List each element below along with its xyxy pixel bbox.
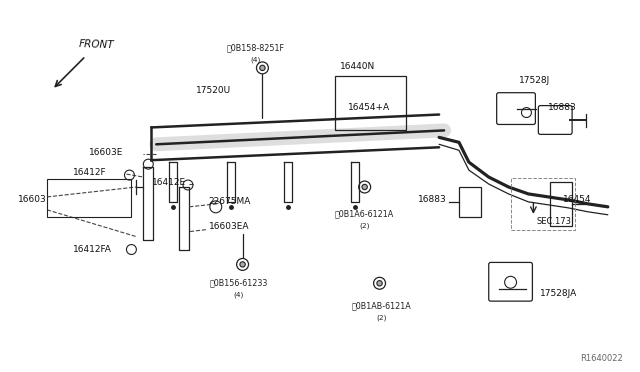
Text: 17528J: 17528J [518,76,550,85]
Text: 16603EA: 16603EA [209,222,250,231]
FancyBboxPatch shape [497,93,536,125]
Text: 16454: 16454 [563,195,591,204]
Text: SEC.173: SEC.173 [536,217,572,226]
Circle shape [240,262,245,267]
Bar [335,76,406,131]
Circle shape [362,184,367,190]
Bar [47,179,131,217]
Text: (4): (4) [250,57,260,63]
Text: 16603E: 16603E [89,148,124,157]
Text: 16454+A: 16454+A [348,103,390,112]
Text: Ⓑ0B156-61233: Ⓑ0B156-61233 [209,279,268,288]
Text: 16440N: 16440N [340,62,375,71]
Text: Ⓑ0B158-8251F: Ⓑ0B158-8251F [227,44,285,52]
Text: 17528JA: 17528JA [540,289,577,298]
Text: FRONT: FRONT [79,39,115,50]
Text: 16603: 16603 [19,195,47,204]
Text: 16883: 16883 [419,195,447,204]
Text: 22675MA: 22675MA [209,198,252,206]
Text: (2): (2) [376,315,387,321]
Bar [550,182,572,226]
Text: 16412FA: 16412FA [73,245,111,254]
FancyBboxPatch shape [489,262,532,301]
Text: (2): (2) [360,222,370,229]
Circle shape [260,65,265,71]
Circle shape [377,280,382,286]
Text: R1640022: R1640022 [580,354,623,363]
Text: Ⓑ0B1AB-6121A: Ⓑ0B1AB-6121A [351,302,412,311]
Text: (4): (4) [234,292,244,298]
Text: Ⓑ0B1A6-6121A: Ⓑ0B1A6-6121A [335,209,394,218]
FancyBboxPatch shape [538,106,572,134]
Text: 17520U: 17520U [196,86,231,95]
Bar [511,178,575,230]
Bar [459,187,481,217]
Text: 16412F: 16412F [73,168,107,177]
Text: 16883: 16883 [548,103,577,112]
Text: 16412E: 16412E [152,177,186,186]
